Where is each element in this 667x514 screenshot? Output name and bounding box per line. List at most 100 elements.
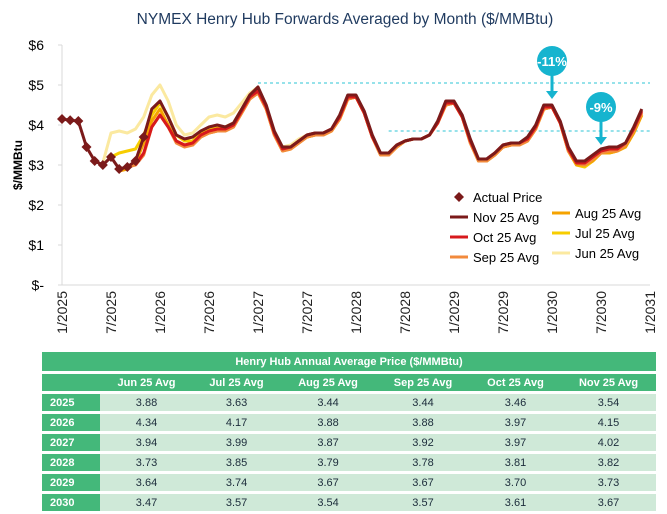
legend-label-jul-25-avg: Jul 25 Avg <box>575 226 635 241</box>
table-cell: 3.74 <box>192 474 281 491</box>
header-oct-25: Oct 25 Avg <box>470 374 562 391</box>
table-cell: 3.88 <box>376 414 470 431</box>
callout-bubble <box>586 92 616 122</box>
actual-price-marker <box>106 152 116 162</box>
actual-price-series <box>57 114 149 174</box>
y-tick-label: $3 <box>28 157 44 173</box>
y-tick-label: $6 <box>28 37 44 53</box>
table-cell: 4.34 <box>100 414 193 431</box>
x-tick-label: 1/2026 <box>152 291 168 334</box>
x-tick-label: 7/2027 <box>299 291 315 334</box>
table-cell: 3.63 <box>192 394 281 411</box>
header-year <box>42 374 100 391</box>
table-cell: 3.73 <box>100 454 193 471</box>
actual-price-marker <box>73 116 84 126</box>
legend: Actual Price Nov 25 Avg Aug 25 Avg Oct 25 A… <box>450 190 641 265</box>
legend-label-sep-25-avg: Sep 25 Avg <box>473 250 539 265</box>
header-jul-25: Jul 25 Avg <box>192 374 281 391</box>
legend-diamond-icon <box>454 192 464 202</box>
series-lines <box>101 83 644 173</box>
header-sep-25: Sep 25 Avg <box>376 374 470 391</box>
callout-label: -11% <box>537 54 567 69</box>
x-tick-label: 1/2030 <box>544 291 560 334</box>
table-cell: 4.02 <box>561 434 656 451</box>
x-tick-label: 1/2029 <box>446 291 462 334</box>
actual-price-marker <box>130 156 141 166</box>
forwards-line-chart: NYMEX Henry Hub Forwards Averaged by Mon… <box>11 11 658 334</box>
table-cell: 3.81 <box>470 454 562 471</box>
series-line-nov-25-avg <box>142 85 644 163</box>
row-year: 2026 <box>42 414 100 431</box>
y-tick-label: $1 <box>28 237 44 253</box>
table-cell: 3.97 <box>470 434 562 451</box>
table-row: 2029 3.64 3.74 3.67 3.67 3.70 3.73 <box>42 474 656 491</box>
table-cell: 3.97 <box>470 414 562 431</box>
legend-label-jun-25-avg: Jun 25 Avg <box>575 246 639 261</box>
row-year: 2025 <box>42 394 100 411</box>
table-cell: 3.88 <box>100 394 193 411</box>
annual-average-table: Henry Hub Annual Average Price ($/MMBtu)… <box>42 349 656 514</box>
y-tick-label: $4 <box>28 117 44 133</box>
legend-label-nov-25-avg: Nov 25 Avg <box>473 210 539 225</box>
callout-bubble <box>537 46 567 76</box>
callout-arrow-head <box>546 91 558 99</box>
legend-label-actual-price: Actual Price <box>473 190 542 205</box>
y-tick-labels: $- $1 $2 $3 $4 $5 $6 <box>28 37 62 293</box>
row-year: 2028 <box>42 454 100 471</box>
row-year: 2029 <box>42 474 100 491</box>
x-tick-label: 7/2026 <box>201 291 217 334</box>
chart-title: NYMEX Henry Hub Forwards Averaged by Mon… <box>137 11 554 28</box>
header-nov-25: Nov 25 Avg <box>561 374 656 391</box>
x-tick-labels: 1/2025 7/2025 1/2026 7/2026 1/2027 7/2027 1/20… <box>54 291 658 334</box>
table-cell: 3.47 <box>100 494 193 511</box>
callouts: -11% -9% <box>537 46 616 145</box>
legend-label-aug-25-avg: Aug 25 Avg <box>575 206 641 221</box>
callout-arrow-head <box>595 137 607 145</box>
x-tick-label: 1/2027 <box>250 291 266 334</box>
table-cell: 3.67 <box>280 474 377 491</box>
legend-label-oct-25-avg: Oct 25 Avg <box>473 230 536 245</box>
table-cell: 3.78 <box>376 454 470 471</box>
actual-price-marker <box>97 160 108 170</box>
table-cell: 4.17 <box>192 414 281 431</box>
table-row: 2030 3.47 3.57 3.54 3.57 3.61 3.67 <box>42 494 656 511</box>
y-tick-label: $2 <box>28 197 44 213</box>
table-row: 2028 3.73 3.85 3.79 3.78 3.81 3.82 <box>42 454 656 471</box>
table-cell: 3.88 <box>280 414 377 431</box>
table-cell: 3.85 <box>192 454 281 471</box>
actual-price-marker <box>57 114 67 124</box>
table-cell: 3.57 <box>376 494 470 511</box>
callout-label: -9% <box>589 100 613 115</box>
x-tick-label: 1/2025 <box>54 291 70 334</box>
y-axis-label: $/MMBtu <box>11 140 25 190</box>
actual-price-marker <box>122 162 133 172</box>
row-year: 2030 <box>42 494 100 511</box>
table-row: 2025 3.88 3.63 3.44 3.44 3.46 3.54 <box>42 394 656 411</box>
table-header-row: Jun 25 Avg Jul 25 Avg Aug 25 Avg Sep 25 … <box>42 374 656 391</box>
table-cell: 3.67 <box>561 494 656 511</box>
actual-price-marker <box>65 115 76 126</box>
table-row: 2026 4.34 4.17 3.88 3.88 3.97 4.15 <box>42 414 656 431</box>
x-tick-label: 7/2029 <box>495 291 511 334</box>
table-cell: 3.46 <box>470 394 562 411</box>
y-tick-label: $5 <box>28 77 44 93</box>
actual-price-marker <box>81 142 92 152</box>
x-tick-label: 7/2028 <box>397 291 413 334</box>
table-cell: 3.87 <box>280 434 377 451</box>
x-tick-label: 7/2030 <box>593 291 609 334</box>
x-tick-label: 1/2031 <box>642 291 658 334</box>
table-cell: 3.54 <box>561 394 656 411</box>
table-cell: 3.79 <box>280 454 377 471</box>
y-tick-label: $- <box>32 277 45 293</box>
row-year: 2027 <box>42 434 100 451</box>
actual-price-marker <box>89 156 100 166</box>
table-cell: 3.54 <box>280 494 377 511</box>
table-cell: 3.92 <box>376 434 470 451</box>
header-jun-25: Jun 25 Avg <box>100 374 193 391</box>
actual-price-marker <box>138 132 149 142</box>
table-cell: 3.44 <box>376 394 470 411</box>
table-cell: 3.73 <box>561 474 656 491</box>
table-cell: 3.64 <box>100 474 193 491</box>
table-cell: 4.15 <box>561 414 656 431</box>
axes <box>61 45 650 286</box>
